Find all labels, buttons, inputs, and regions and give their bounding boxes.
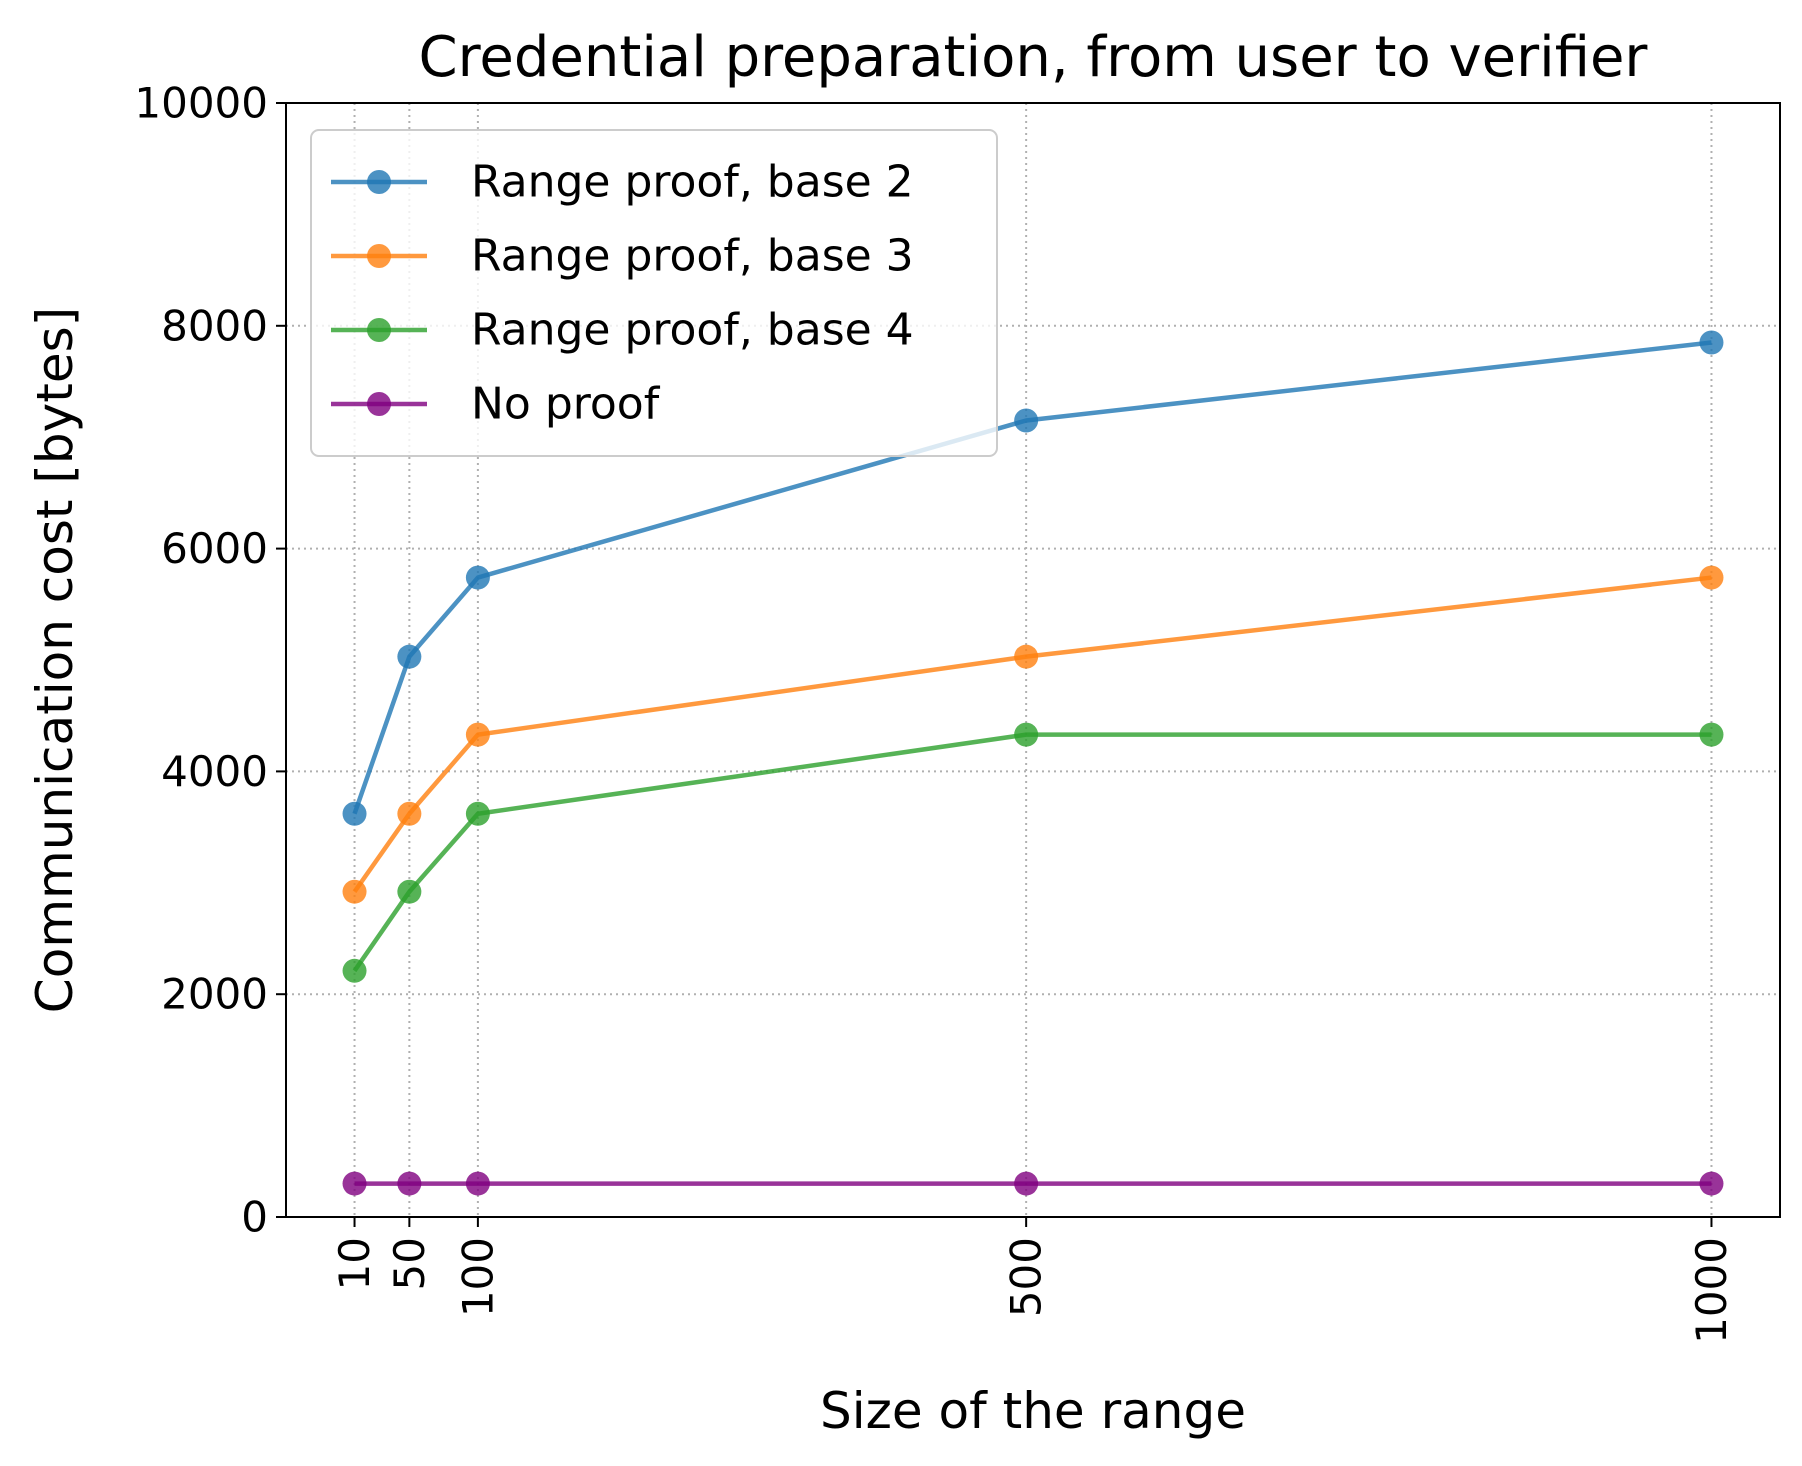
data-point [1699,565,1724,590]
data-point [397,644,422,669]
series-4 [342,1171,1724,1196]
x-tick-label: 100 [453,1237,502,1317]
y-tick-label: 8000 [161,301,268,350]
series-2 [342,565,1724,904]
legend-item: Range proof, base 3 [331,231,914,282]
data-point [465,722,490,747]
chart-title: Credential preparation, from user to ver… [419,25,1649,90]
y-tick-label: 2000 [161,970,268,1019]
data-point [397,1171,422,1196]
series-3 [342,722,1724,983]
data-point [342,958,367,983]
legend-label: No proof [471,379,661,430]
data-point [342,879,367,904]
y-tick-label: 4000 [161,747,268,796]
data-point [1699,722,1724,747]
legend-item: Range proof, base 4 [331,305,914,356]
x-axis-label: Size of the range [820,1382,1246,1440]
legend-marker [367,244,391,268]
data-point [397,879,422,904]
data-point [1014,408,1039,433]
data-point [397,801,422,826]
legend-item: No proof [331,379,661,430]
legend-label: Range proof, base 2 [471,157,914,208]
data-point [1699,1171,1724,1196]
data-point [1014,644,1039,669]
legend-marker [367,318,391,342]
x-tick-label: 1000 [1687,1237,1736,1344]
data-point [342,801,367,826]
data-point [1014,722,1039,747]
data-point [1014,1171,1039,1196]
y-tick-label: 0 [241,1193,268,1242]
legend-marker [367,170,391,194]
data-point [465,565,490,590]
data-point [1699,330,1724,355]
x-tick-label: 50 [385,1237,434,1290]
y-tick-label: 6000 [161,524,268,573]
plot-area-frame [285,102,1781,1218]
data-point [465,801,490,826]
x-tick-label: 10 [330,1237,379,1290]
legend-item: Range proof, base 2 [331,157,914,208]
legend-label: Range proof, base 3 [471,231,914,282]
legend-frame [310,129,998,457]
legend-marker [367,392,391,416]
y-tick-label: 10000 [134,79,268,128]
data-point [342,1171,367,1196]
series-1 [342,330,1724,826]
x-tick-label: 500 [1002,1237,1051,1317]
data-point [465,1171,490,1196]
y-axis-label: Communication cost [bytes] [26,307,84,1013]
series-layer [342,330,1724,1196]
legend: Range proof, base 2 Range proof, base 3 Ra… [310,129,998,457]
legend-label: Range proof, base 4 [471,305,914,356]
